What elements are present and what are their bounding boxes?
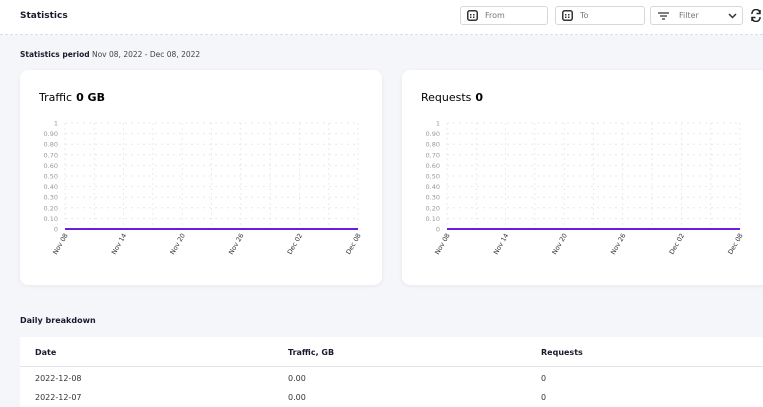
y-tick-label: 0.10 — [44, 215, 58, 223]
table-header-divider — [20, 366, 763, 367]
filter-icon — [658, 12, 669, 20]
y-tick-label: 1 — [54, 120, 58, 128]
y-tick-label: 0.70 — [426, 151, 440, 159]
x-tick-label: Nov 14 — [110, 232, 128, 256]
x-tick-label: Nov 26 — [609, 232, 627, 256]
chart: Traffic 0 GB 0 0.10 0.20 0.30 0.40 0.50 0.60 0.70… — [38, 91, 363, 256]
to-input[interactable]: To — [555, 6, 645, 25]
y-tick-label: 0.90 — [426, 130, 440, 138]
chevron-icon — [728, 13, 737, 19]
y-tick-label: 1 — [436, 120, 440, 128]
y-tick-label: 0.60 — [44, 162, 58, 170]
refresh-button[interactable] — [750, 9, 762, 22]
chart-card: Requests 0 0 0.10 0.20 0.30 0.40 0.50 0.60 0.70 0.… — [402, 70, 763, 285]
table-cell: 0.00 — [288, 374, 306, 383]
x-tick-label: Nov 08 — [51, 232, 69, 256]
column-header: Traffic, GB — [288, 348, 335, 357]
y-tick-label: 0.90 — [44, 130, 58, 138]
chart-title: Traffic 0 GB — [38, 91, 105, 104]
table: Date Traffic, GB Requests 2022-12-08 0.00 0 20… — [20, 337, 763, 407]
x-tick-label: Nov 08 — [433, 232, 451, 256]
filter-placeholder: Filter — [679, 11, 699, 20]
x-tick-label: Nov 20 — [550, 232, 568, 256]
y-tick-label: 0.10 — [426, 215, 440, 223]
column-header: Requests — [541, 348, 583, 357]
chart-title: Requests 0 — [421, 91, 483, 104]
column-header: Date — [35, 348, 57, 357]
y-tick-label: 0.80 — [426, 141, 440, 149]
y-tick-label: 0.80 — [44, 141, 58, 149]
x-tick-label: Dec 02 — [286, 232, 304, 256]
x-tick-label: Dec 08 — [726, 232, 744, 256]
y-tick-label: 0.70 — [44, 151, 58, 159]
y-tick-label: 0.20 — [426, 204, 440, 212]
to-placeholder: To — [580, 11, 589, 20]
y-tick-label: 0.30 — [44, 194, 58, 202]
x-tick-label: Nov 20 — [168, 232, 186, 256]
table-title: Daily breakdown — [20, 316, 96, 325]
x-tick-label: Dec 02 — [668, 232, 686, 256]
header: Statistics From To Filter — [0, 0, 763, 35]
y-tick-label: 0.40 — [44, 183, 58, 191]
table-cell: 2022-12-08 — [35, 374, 82, 383]
chart-total: 0 GB — [76, 91, 105, 104]
chart-title-label: Traffic — [38, 91, 72, 104]
page-title: Statistics — [20, 11, 68, 21]
y-tick-label: 0.50 — [44, 173, 58, 181]
chart-total: 0 — [475, 91, 483, 104]
calendar-icon — [467, 10, 478, 21]
y-tick-label: 0.60 — [426, 162, 440, 170]
y-tick-label: 0.40 — [426, 183, 440, 191]
table-cell: 0 — [541, 393, 547, 402]
calendar-icon — [562, 10, 573, 21]
y-tick-label: 0 — [54, 226, 58, 234]
table-cell: 2022-12-07 — [35, 393, 82, 402]
x-tick-label: Nov 14 — [492, 232, 510, 256]
y-tick-label: 0.30 — [426, 194, 440, 202]
table-cell: 0 — [541, 374, 547, 383]
x-tick-label: Nov 26 — [227, 232, 245, 256]
period-range: Nov 08, 2022 - Dec 08, 2022 — [91, 50, 201, 59]
table-cell: 0.00 — [288, 393, 306, 402]
chart: Requests 000.100.200.300.400.500.600.700.… — [421, 91, 745, 256]
y-tick-label: 0.50 — [426, 173, 440, 181]
filter-select[interactable]: Filter — [650, 6, 743, 25]
chart-title-label: Requests — [421, 91, 472, 104]
from-input[interactable]: From — [460, 6, 548, 25]
y-tick-label: 0 — [436, 226, 440, 234]
period-label: Statistics period — [20, 50, 90, 59]
period: Statistics period Nov 08, 2022 - Dec 08,… — [20, 50, 200, 59]
from-placeholder: From — [485, 11, 505, 20]
chart-card: Traffic 0 GB 0 0.10 0.20 0.30 0.40 0.50 0.60 0.70… — [20, 70, 382, 285]
x-tick-label: Dec 08 — [344, 232, 362, 256]
y-tick-label: 0.20 — [44, 204, 58, 212]
